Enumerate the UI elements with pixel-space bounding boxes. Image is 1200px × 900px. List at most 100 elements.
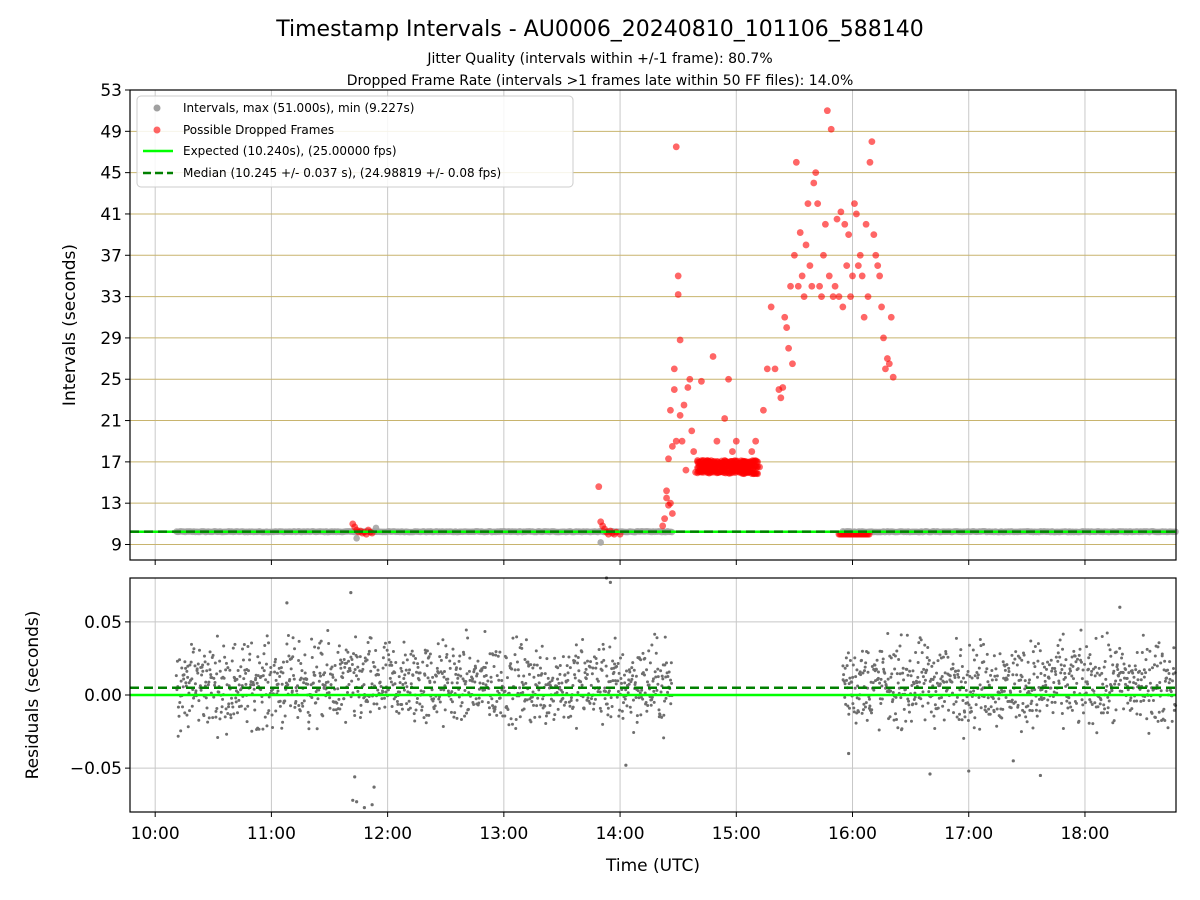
residual-point	[365, 658, 369, 662]
residual-point	[414, 708, 418, 712]
residual-point	[296, 716, 300, 720]
residual-point	[214, 715, 218, 719]
residual-point	[1038, 709, 1042, 713]
residual-point	[1148, 668, 1152, 672]
residual-point	[400, 702, 404, 706]
residual-point	[641, 697, 645, 701]
dropped-frame-point	[792, 158, 800, 166]
residual-point	[574, 654, 578, 658]
residual-point	[917, 641, 921, 645]
residual-point	[268, 673, 272, 677]
residual-point	[389, 660, 393, 664]
residual-point	[464, 679, 468, 683]
residual-point	[655, 688, 659, 692]
intervals-legend: Intervals, max (51.000s), min (9.227s) P…	[136, 95, 574, 188]
residual-point	[844, 656, 848, 660]
residual-point	[1022, 710, 1026, 714]
residual-point	[926, 701, 930, 705]
residual-point	[1070, 655, 1074, 659]
dropped-frame-point	[771, 365, 779, 373]
residual-point	[1011, 661, 1015, 665]
residual-point	[1061, 726, 1065, 730]
residual-point	[474, 697, 478, 701]
residual-point	[1144, 658, 1148, 662]
residual-point	[895, 717, 899, 721]
residual-outlier-point	[362, 806, 366, 810]
residual-point	[649, 703, 653, 707]
residual-point	[1013, 700, 1017, 704]
residual-point	[240, 647, 244, 651]
residual-point	[1083, 662, 1087, 666]
chart-subtitle-dropped: Dropped Frame Rate (intervals >1 frames …	[347, 73, 854, 89]
residual-point	[200, 673, 204, 677]
residual-point	[609, 715, 613, 719]
intervals-y-tick-label: 17	[100, 453, 122, 473]
residual-point	[964, 680, 968, 684]
residual-point	[1075, 681, 1079, 685]
residual-point	[908, 669, 912, 673]
residual-point	[255, 681, 259, 685]
residual-point	[274, 678, 278, 682]
residual-point	[954, 669, 958, 673]
residual-point	[342, 697, 346, 701]
dropped-frame-point	[709, 353, 717, 360]
residual-point	[523, 658, 527, 662]
residual-point	[1134, 682, 1138, 686]
residual-point	[589, 683, 593, 687]
residual-point	[1006, 673, 1010, 677]
residual-point	[1152, 663, 1156, 667]
residual-point	[1150, 711, 1154, 715]
dropped-frame-point	[854, 262, 862, 270]
residual-point	[1034, 708, 1038, 712]
residual-point	[1039, 695, 1043, 699]
residual-point	[1106, 706, 1110, 710]
residual-point	[956, 672, 960, 676]
residual-outlier-point	[847, 751, 851, 756]
residual-point	[1090, 703, 1094, 707]
residual-point	[353, 667, 357, 671]
residual-point	[650, 643, 654, 647]
residual-point	[224, 668, 228, 672]
residual-point	[948, 674, 952, 678]
residual-point	[958, 688, 962, 692]
dropped-frame-point	[876, 272, 884, 280]
residual-point	[957, 717, 961, 721]
dropped-frame-point	[732, 437, 740, 445]
residual-point	[1096, 705, 1100, 709]
dropped-frame-point	[858, 272, 866, 280]
residual-point	[235, 711, 239, 715]
residual-point	[457, 659, 461, 663]
residual-point	[910, 684, 914, 688]
residual-point	[426, 676, 430, 680]
x-tick-label: 16:00	[828, 824, 877, 844]
residual-point	[1027, 690, 1031, 694]
residual-point	[890, 672, 894, 676]
dropped-frame-point	[688, 427, 696, 435]
residual-outlier-point	[372, 785, 376, 789]
residual-point	[959, 648, 963, 652]
residual-point	[951, 662, 955, 666]
residual-point	[499, 711, 503, 715]
residual-point	[504, 656, 508, 660]
residual-point	[584, 667, 588, 671]
residual-point	[344, 648, 348, 652]
residual-point	[653, 670, 657, 674]
residual-point	[872, 688, 876, 692]
intervals-y-tick-label: 33	[100, 288, 122, 308]
residual-point	[230, 696, 234, 700]
residual-point	[223, 655, 227, 659]
residual-point	[1168, 660, 1172, 664]
residual-point	[543, 672, 547, 676]
residual-point	[341, 671, 345, 675]
residual-point	[404, 668, 408, 672]
residual-point	[558, 664, 562, 668]
residual-point	[249, 683, 253, 687]
residual-point	[1113, 682, 1117, 686]
residual-point	[411, 673, 415, 677]
residual-point	[927, 690, 931, 694]
residual-point	[276, 689, 280, 693]
residual-point	[316, 697, 320, 701]
residual-point	[1086, 667, 1090, 671]
residual-point	[218, 659, 222, 663]
residual-point	[1086, 682, 1090, 686]
